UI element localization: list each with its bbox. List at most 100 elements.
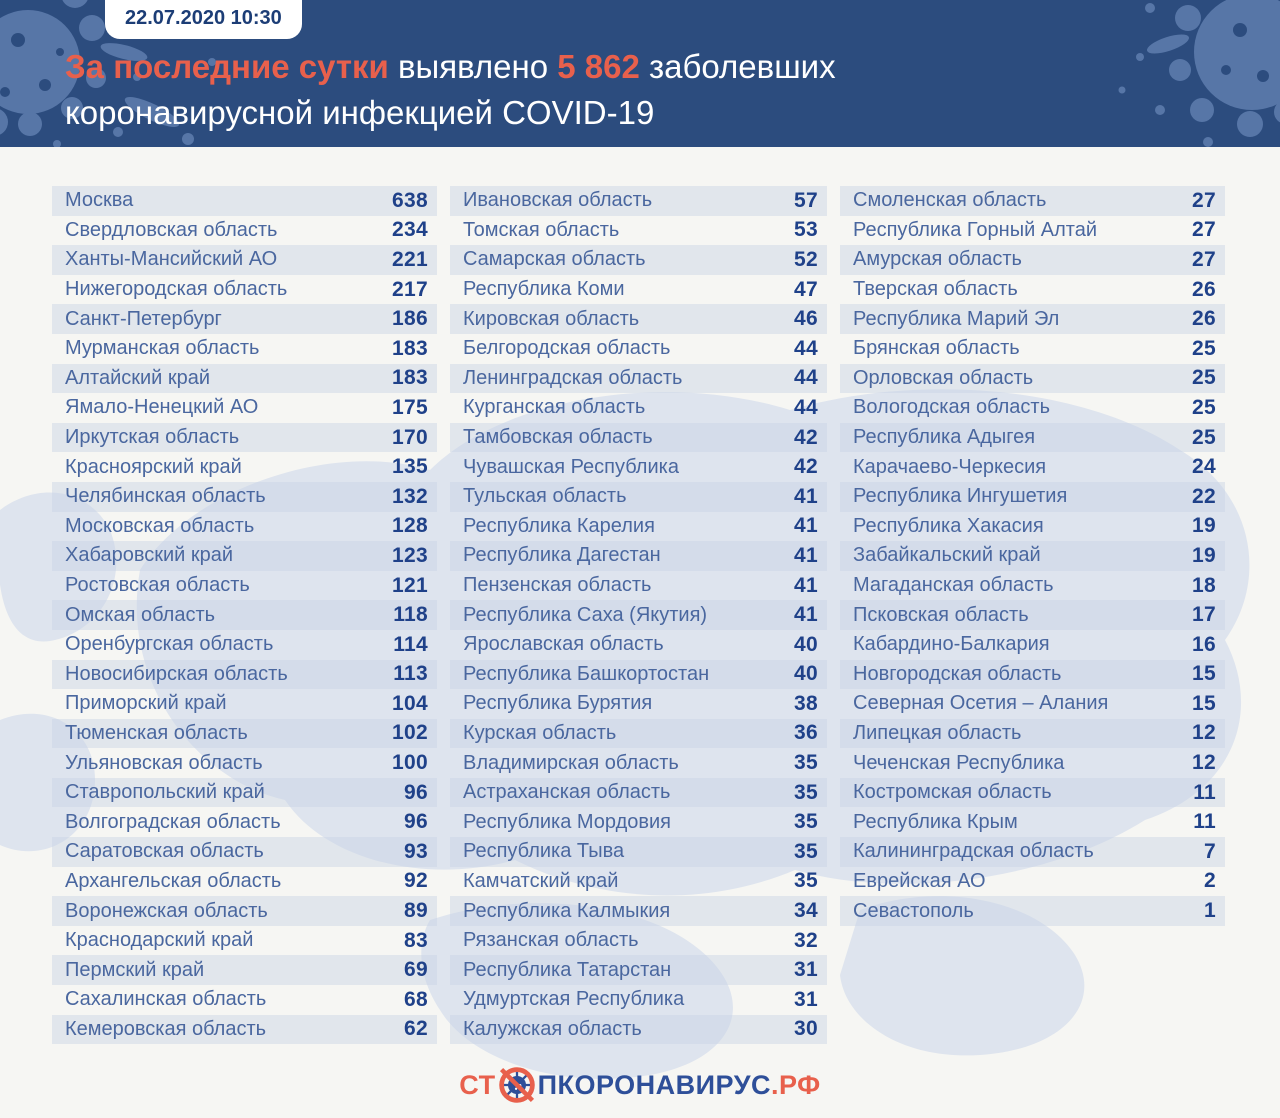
- region-name: Тульская область: [463, 485, 627, 508]
- table-row: Забайкальский край 19: [840, 541, 1225, 571]
- table-row: Кемеровская область 62: [52, 1014, 437, 1045]
- table-row: Новосибирская область 113: [52, 659, 437, 690]
- region-name: Алтайский край: [65, 366, 211, 389]
- region-cases-count: 22: [1192, 484, 1216, 508]
- headline-line-2: коронавирусной инфекцией COVID-19: [65, 94, 655, 131]
- region-cases-count: 89: [404, 899, 428, 923]
- region-cases-count: 62: [404, 1017, 428, 1041]
- region-name: Республика Ингушетия: [853, 485, 1068, 508]
- region-cases-count: 36: [794, 721, 818, 745]
- table-row: Владимирская область 35: [450, 748, 827, 778]
- table-row: Республика Адыгея 25: [840, 422, 1225, 453]
- table-row: Республика Коми 47: [450, 275, 827, 305]
- region-cases-count: 12: [1192, 721, 1216, 745]
- region-cases-count: 121: [392, 573, 428, 597]
- region-cases-count: 17: [1192, 603, 1216, 627]
- region-name: Нижегородская область: [65, 278, 288, 301]
- region-name: Чеченская Республика: [853, 751, 1065, 774]
- table-row: Кабардино-Балкария 16: [840, 630, 1225, 660]
- region-name: Саратовская область: [65, 840, 264, 863]
- region-name: Ставропольский край: [65, 781, 265, 804]
- region-cases-count: 25: [1192, 366, 1216, 390]
- table-row: Орловская область 25: [840, 363, 1225, 394]
- table-row: Ростовская область 121: [52, 571, 437, 601]
- table-row: Республика Мордовия 35: [450, 807, 827, 837]
- table-row: Калининградская область 7: [840, 837, 1225, 867]
- table-row: Челябинская область 132: [52, 481, 437, 512]
- table-row: Тверская область 26: [840, 275, 1225, 305]
- table-row: Камчатский край 35: [450, 867, 827, 897]
- region-cases-count: 68: [404, 987, 428, 1011]
- region-name: Самарская область: [463, 248, 646, 271]
- timestamp-badge: 22.07.2020 10:30: [105, 0, 302, 39]
- table-row: Чувашская Республика 42: [450, 452, 827, 482]
- table-row: Хабаровский край 123: [52, 541, 437, 571]
- table-row: Ханты-Мансийский АО 221: [52, 245, 437, 275]
- region-cases-count: 41: [794, 484, 818, 508]
- table-row: Москва 638: [52, 186, 437, 216]
- region-name: Республика Карелия: [463, 514, 655, 537]
- region-cases-count: 25: [1192, 425, 1216, 449]
- header-banner: 22.07.2020 10:30 За последние сутки выяв…: [0, 0, 1280, 147]
- region-cases-count: 234: [392, 218, 428, 242]
- region-cases-count: 32: [794, 928, 818, 952]
- table-row: Вологодская область 25: [840, 393, 1225, 423]
- region-cases-count: 38: [794, 691, 818, 715]
- region-cases-count: 100: [392, 751, 428, 775]
- table-row: Республика Карелия 41: [450, 512, 827, 542]
- region-cases-count: 93: [404, 839, 428, 863]
- table-row: Омская область 118: [52, 600, 437, 630]
- region-name: Севастополь: [853, 899, 974, 922]
- region-cases-count: 53: [794, 218, 818, 242]
- region-cases-count: 26: [1192, 307, 1216, 331]
- region-cases-count: 638: [392, 188, 428, 212]
- table-row: Иркутская область 170: [52, 422, 437, 453]
- region-cases-count: 132: [392, 484, 428, 508]
- region-cases-count: 44: [794, 336, 818, 360]
- region-name: Владимирская область: [463, 751, 679, 774]
- region-cases-count: 44: [794, 366, 818, 390]
- region-name: Республика Мордовия: [463, 810, 671, 833]
- region-name: Орловская область: [853, 366, 1034, 389]
- table-row: Магаданская область 18: [840, 571, 1225, 601]
- region-name: Кабардино-Балкария: [853, 633, 1050, 656]
- stopcoronavirus-logo-link[interactable]: СТ ПКОРОНАВИРУС .РФ: [0, 1062, 1280, 1108]
- table-row: Тульская область 41: [450, 481, 827, 512]
- region-name: Республика Калмыкия: [463, 899, 671, 922]
- region-cases-count: 96: [404, 810, 428, 834]
- cases-table-column-1: Москва 638 Свердловская область 234 Ханты-Ма…: [52, 186, 437, 1045]
- table-row: Еврейская АО 2: [840, 867, 1225, 897]
- region-cases-count: 128: [392, 514, 428, 538]
- regions-cases-table: Москва 638 Свердловская область 234 Ханты-Ма…: [52, 186, 1225, 1045]
- region-cases-count: 31: [794, 987, 818, 1011]
- region-cases-count: 40: [794, 662, 818, 686]
- table-row: Саратовская область 93: [52, 837, 437, 867]
- table-row: Чеченская Республика 12: [840, 748, 1225, 778]
- region-name: Краснодарский край: [65, 929, 254, 952]
- region-cases-count: 170: [392, 425, 428, 449]
- region-cases-count: 41: [794, 603, 818, 627]
- table-row: Карачаево-Черкесия 24: [840, 452, 1225, 482]
- region-name: Костромская область: [853, 781, 1052, 804]
- region-cases-count: 25: [1192, 395, 1216, 419]
- table-row: Новгородская область 15: [840, 659, 1225, 690]
- region-cases-count: 96: [404, 780, 428, 804]
- region-name: Челябинская область: [65, 485, 266, 508]
- region-name: Курская область: [463, 721, 617, 744]
- table-row: Липецкая область 12: [840, 718, 1225, 749]
- region-cases-count: 25: [1192, 336, 1216, 360]
- table-row: Воронежская область 89: [52, 896, 437, 926]
- table-row: Пензенская область 41: [450, 571, 827, 601]
- table-row: Смоленская область 27: [840, 186, 1225, 216]
- table-row: Курганская область 44: [450, 393, 827, 423]
- region-cases-count: 34: [794, 899, 818, 923]
- region-name: Новосибирская область: [65, 662, 288, 685]
- region-name: Свердловская область: [65, 218, 278, 241]
- region-name: Ивановская область: [463, 189, 653, 212]
- table-row: Республика Бурятия 38: [450, 689, 827, 719]
- table-row: Республика Саха (Якутия) 41: [450, 600, 827, 630]
- table-row: Санкт-Петербург 186: [52, 304, 437, 334]
- region-name: Архангельская область: [65, 869, 282, 892]
- region-name: Волгоградская область: [65, 810, 281, 833]
